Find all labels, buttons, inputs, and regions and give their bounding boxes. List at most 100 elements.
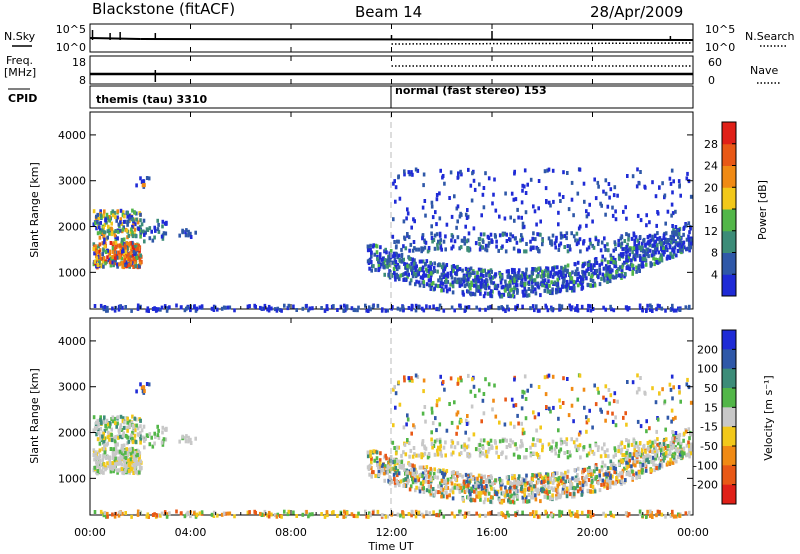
power-cell <box>576 304 579 308</box>
velocity-cell <box>375 450 379 455</box>
velocity-cell <box>383 464 387 469</box>
power-cell <box>578 167 582 172</box>
velocity-cell <box>513 474 516 479</box>
power-cell <box>453 277 457 282</box>
power-cell <box>676 235 680 240</box>
power-cell <box>479 284 483 289</box>
power-cell <box>641 262 644 267</box>
power-cell <box>532 204 535 209</box>
velocity-cell <box>370 460 373 465</box>
power-cell <box>516 273 519 278</box>
velocity-cell <box>494 414 498 419</box>
power-cell <box>670 168 674 173</box>
power-cell <box>459 169 462 174</box>
velocity-cell <box>677 438 681 442</box>
nave-tick-bottom: 0 <box>708 74 715 87</box>
power-cell <box>332 304 335 309</box>
velocity-cell <box>607 388 611 392</box>
ytick-label: 3000 <box>58 175 86 188</box>
velocity-cell <box>503 493 507 498</box>
power-cell <box>389 249 393 253</box>
velocity-cell <box>430 430 433 435</box>
power-cell <box>643 257 647 261</box>
velocity-cell <box>406 470 409 475</box>
velocity-cell <box>633 448 636 453</box>
power-cell <box>430 236 434 240</box>
power-cell <box>590 263 593 268</box>
velocity-cell <box>275 514 279 519</box>
velocity-cell <box>409 471 412 476</box>
velocity-cell <box>425 465 429 470</box>
velocity-cell <box>366 450 370 455</box>
power-cell <box>685 176 689 181</box>
velocity-cell <box>429 477 433 482</box>
power-cell <box>644 262 648 267</box>
power-cell <box>450 238 453 243</box>
power-cell <box>287 303 291 308</box>
velocity-cell <box>589 484 593 488</box>
velocity-cell <box>609 459 613 464</box>
power-cell <box>460 238 464 243</box>
power-cell <box>458 303 461 308</box>
velocity-cell <box>617 479 621 484</box>
power-cell <box>394 185 398 190</box>
xtick-label: 12:00 <box>376 526 408 539</box>
velocity-cell <box>600 409 603 414</box>
velocity-cell <box>487 476 490 481</box>
velocity-ylabel: Slant Range [km] <box>28 368 41 464</box>
power-cell <box>512 275 516 280</box>
power-cell <box>101 228 104 233</box>
velocity-cell <box>656 437 659 442</box>
velocity-cell <box>393 459 397 464</box>
velocity-cell <box>671 417 675 422</box>
power-cell <box>412 240 416 244</box>
power-cell <box>259 305 262 310</box>
velocity-cell <box>153 431 156 436</box>
velocity-cell <box>135 389 138 394</box>
power-cell <box>113 210 116 215</box>
velocity-cell <box>387 461 391 466</box>
velocity-cell <box>531 491 535 496</box>
power-cell <box>587 212 590 217</box>
power-cell <box>413 261 416 266</box>
power-cell <box>116 243 119 248</box>
power-cell <box>378 255 382 260</box>
velocity-cell <box>488 479 491 484</box>
power-cell <box>585 247 589 252</box>
power-cell <box>635 245 638 250</box>
power-cell <box>627 237 630 242</box>
velocity-cell <box>530 481 533 485</box>
velocity-cell <box>138 464 142 469</box>
power-cell <box>581 273 585 278</box>
power-cell <box>517 215 520 220</box>
power-cell <box>689 226 692 231</box>
power-cell <box>376 257 379 262</box>
velocity-cell <box>228 511 232 516</box>
velocity-cell <box>560 510 564 515</box>
power-cell <box>448 196 451 200</box>
power-cell <box>656 236 659 241</box>
velocity-cell <box>396 481 399 486</box>
power-cell <box>521 289 525 294</box>
power-cell <box>458 283 462 288</box>
velocity-cell <box>600 482 603 487</box>
velocity-cell <box>640 470 644 475</box>
velocity-cell <box>524 477 528 482</box>
velocity-cell <box>550 445 553 450</box>
velocity-cell <box>124 456 128 460</box>
velocity-cell <box>592 451 596 456</box>
power-cell <box>421 236 424 241</box>
power-cell <box>576 283 580 288</box>
velocity-cell <box>470 486 473 491</box>
velocity-cell <box>534 443 537 448</box>
power-cell <box>168 305 171 310</box>
velocity-cell <box>421 512 424 517</box>
velocity-cell <box>139 434 142 439</box>
velocity-cell <box>633 444 636 449</box>
power-cell <box>395 272 398 277</box>
power-cell <box>509 215 512 220</box>
velocity-cell <box>509 486 512 491</box>
power-cell <box>375 250 379 255</box>
power-cell <box>411 257 414 262</box>
velocity-cell <box>381 468 385 472</box>
